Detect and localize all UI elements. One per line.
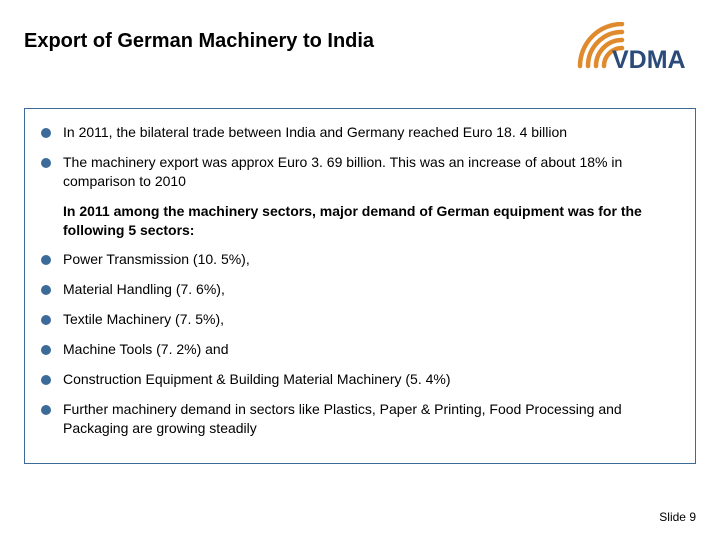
list-item-text: Machine Tools (7. 2%) and — [63, 340, 679, 359]
list-item-text: Construction Equipment & Building Materi… — [63, 370, 679, 389]
bullet-icon — [41, 128, 51, 138]
list-item-text: Textile Machinery (7. 5%), — [63, 310, 679, 329]
list-item-text: In 2011, the bilateral trade between Ind… — [63, 123, 679, 142]
list-item: In 2011 among the machinery sectors, maj… — [41, 202, 679, 240]
list-item: Power Transmission (10. 5%), — [41, 250, 679, 269]
slide-number: Slide 9 — [659, 510, 696, 524]
list-item-text: Power Transmission (10. 5%), — [63, 250, 679, 269]
list-item: Machine Tools (7. 2%) and — [41, 340, 679, 359]
bullet-icon — [41, 315, 51, 325]
list-item: Construction Equipment & Building Materi… — [41, 370, 679, 389]
list-item: In 2011, the bilateral trade between Ind… — [41, 123, 679, 142]
slide: Export of German Machinery to India VDMA… — [0, 0, 720, 540]
list-item: Further machinery demand in sectors like… — [41, 400, 679, 438]
title-row: Export of German Machinery to India VDMA — [24, 22, 696, 80]
page-title: Export of German Machinery to India — [24, 22, 374, 53]
bullet-icon — [41, 255, 51, 265]
bullet-icon — [41, 375, 51, 385]
content-box: In 2011, the bilateral trade between Ind… — [24, 108, 696, 464]
bullet-icon — [41, 345, 51, 355]
bullet-icon — [41, 285, 51, 295]
list-item-text: In 2011 among the machinery sectors, maj… — [63, 202, 679, 240]
list-item-text: Material Handling (7. 6%), — [63, 280, 679, 299]
list-item: Material Handling (7. 6%), — [41, 280, 679, 299]
logo-text: VDMA — [612, 46, 686, 74]
list-item-text: Further machinery demand in sectors like… — [63, 400, 679, 438]
list-item: The machinery export was approx Euro 3. … — [41, 153, 679, 191]
vdma-logo: VDMA — [576, 22, 696, 80]
list-item-text: The machinery export was approx Euro 3. … — [63, 153, 679, 191]
bullet-icon — [41, 405, 51, 415]
list-item: Textile Machinery (7. 5%), — [41, 310, 679, 329]
bullet-icon — [41, 158, 51, 168]
